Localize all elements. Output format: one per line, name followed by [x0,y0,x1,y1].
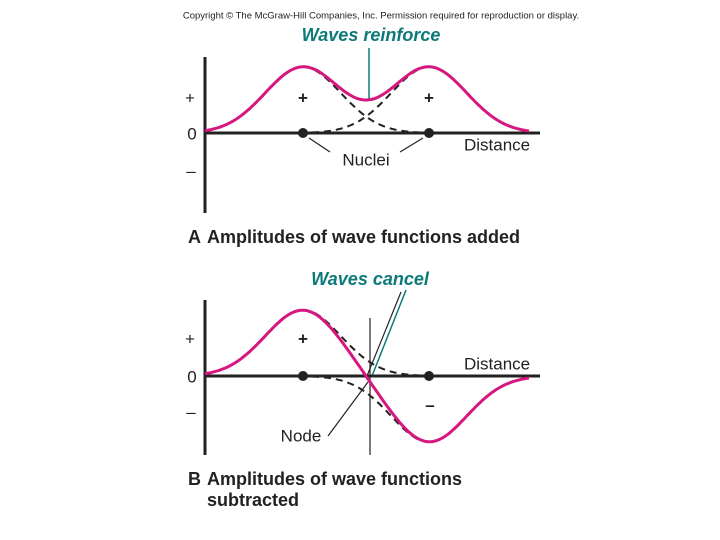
distance-label: Distance [464,135,530,154]
wave-1 [204,65,420,134]
nucleus [298,371,308,381]
lobe-sign: – [425,395,434,414]
panel-letter: A [188,227,201,247]
copyright: Copyright © The McGraw-Hill Companies, I… [183,11,579,22]
wave-1 [204,308,420,377]
nucleus [424,128,434,138]
callout-line [371,289,407,377]
lobe-sign: + [298,329,308,348]
node-label: Node [281,426,322,445]
caption-line: subtracted [207,490,299,510]
pointer [399,137,424,153]
nucleus [298,128,308,138]
pointer [327,381,369,437]
wave-2 [312,66,531,134]
caption: Amplitudes of wave functions added [207,227,520,247]
pointer [308,137,331,153]
distance-label: Distance [464,354,530,373]
lobe-sign: + [298,88,308,107]
lobe-sign: + [424,88,434,107]
callout: Waves cancel [311,269,430,289]
nucleus [424,371,434,381]
axis-label: 0 [187,124,196,143]
caption-line: Amplitudes of wave functions [207,469,462,489]
wave-sum [204,65,530,133]
callout-line [366,291,402,377]
axis-label: + [185,329,195,348]
wave-2 [312,375,531,443]
axis-label: – [186,161,196,180]
axis-label: + [185,88,195,107]
axis-label: – [186,402,196,421]
nuclei-label: Nuclei [342,150,389,169]
axis-label: 0 [187,367,196,386]
callout: Waves reinforce [302,25,441,45]
wave-difference [204,308,530,444]
panel-letter: B [188,469,201,489]
